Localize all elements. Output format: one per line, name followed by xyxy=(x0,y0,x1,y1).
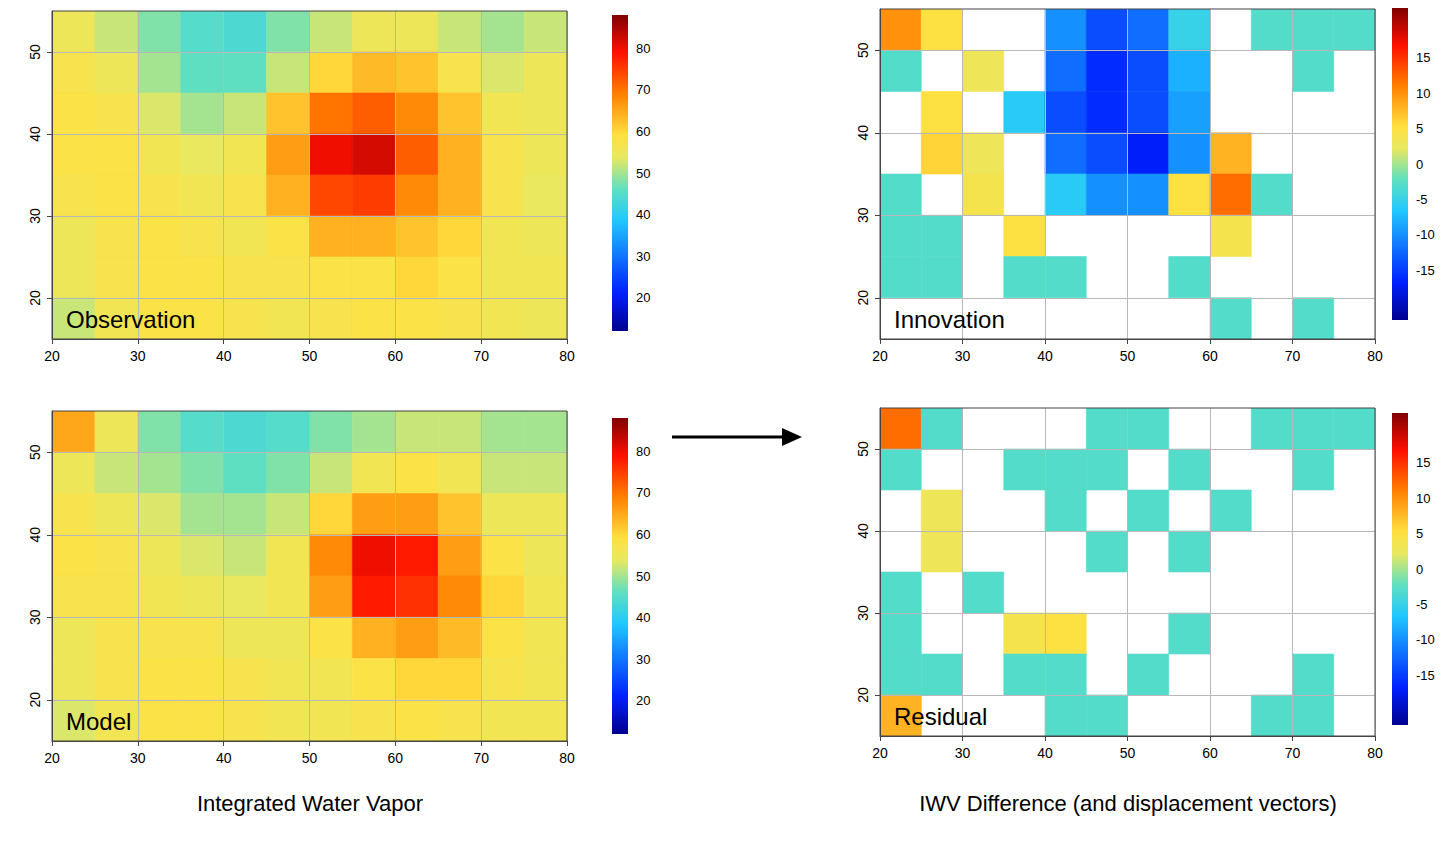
svg-text:50: 50 xyxy=(855,441,871,457)
svg-text:80: 80 xyxy=(636,41,650,56)
svg-text:80: 80 xyxy=(1367,348,1383,364)
svg-text:20: 20 xyxy=(27,290,43,306)
svg-text:40: 40 xyxy=(1037,745,1053,761)
svg-text:30: 30 xyxy=(855,605,871,621)
svg-text:60: 60 xyxy=(1202,348,1218,364)
svg-text:50: 50 xyxy=(1120,348,1136,364)
svg-text:40: 40 xyxy=(216,348,232,364)
svg-text:60: 60 xyxy=(1202,745,1218,761)
svg-text:40: 40 xyxy=(855,125,871,141)
svg-text:5: 5 xyxy=(1416,526,1423,541)
svg-text:10: 10 xyxy=(1416,491,1430,506)
svg-text:60: 60 xyxy=(636,124,650,139)
svg-text:60: 60 xyxy=(388,348,404,364)
svg-text:60: 60 xyxy=(636,527,650,542)
svg-text:50: 50 xyxy=(1120,745,1136,761)
svg-text:IWV Difference (and displaceme: IWV Difference (and displacement vectors… xyxy=(919,791,1337,816)
svg-text:70: 70 xyxy=(1285,348,1301,364)
svg-text:0: 0 xyxy=(1416,562,1423,577)
svg-text:30: 30 xyxy=(855,207,871,223)
svg-text:30: 30 xyxy=(27,208,43,224)
svg-text:50: 50 xyxy=(855,42,871,58)
svg-text:50: 50 xyxy=(302,750,318,766)
svg-text:30: 30 xyxy=(636,652,650,667)
svg-text:40: 40 xyxy=(27,126,43,142)
svg-text:15: 15 xyxy=(1416,50,1430,65)
svg-text:40: 40 xyxy=(27,527,43,543)
svg-text:Observation: Observation xyxy=(66,306,195,333)
svg-text:80: 80 xyxy=(1367,745,1383,761)
svg-text:-5: -5 xyxy=(1416,192,1428,207)
svg-text:Innovation: Innovation xyxy=(894,306,1005,333)
svg-text:20: 20 xyxy=(44,750,60,766)
svg-text:50: 50 xyxy=(302,348,318,364)
svg-text:30: 30 xyxy=(955,745,971,761)
svg-text:80: 80 xyxy=(559,348,575,364)
svg-text:20: 20 xyxy=(636,693,650,708)
svg-text:70: 70 xyxy=(473,348,489,364)
svg-text:50: 50 xyxy=(636,569,650,584)
svg-text:20: 20 xyxy=(872,745,888,761)
svg-text:70: 70 xyxy=(1285,745,1301,761)
svg-text:70: 70 xyxy=(636,82,650,97)
svg-text:15: 15 xyxy=(1416,455,1430,470)
svg-text:80: 80 xyxy=(636,444,650,459)
svg-text:30: 30 xyxy=(636,249,650,264)
svg-text:40: 40 xyxy=(636,207,650,222)
svg-text:70: 70 xyxy=(636,485,650,500)
svg-text:0: 0 xyxy=(1416,157,1423,172)
svg-text:70: 70 xyxy=(473,750,489,766)
svg-text:40: 40 xyxy=(636,610,650,625)
svg-text:Integrated Water Vapor: Integrated Water Vapor xyxy=(197,791,423,816)
svg-text:30: 30 xyxy=(130,348,146,364)
svg-text:40: 40 xyxy=(1037,348,1053,364)
svg-text:50: 50 xyxy=(636,166,650,181)
svg-text:20: 20 xyxy=(27,692,43,708)
svg-text:20: 20 xyxy=(872,348,888,364)
svg-text:30: 30 xyxy=(955,348,971,364)
svg-text:80: 80 xyxy=(559,750,575,766)
svg-text:50: 50 xyxy=(27,44,43,60)
svg-text:-15: -15 xyxy=(1416,668,1435,683)
svg-text:20: 20 xyxy=(44,348,60,364)
svg-text:20: 20 xyxy=(636,290,650,305)
svg-text:-15: -15 xyxy=(1416,263,1435,278)
svg-text:20: 20 xyxy=(855,687,871,703)
svg-text:Model: Model xyxy=(66,708,131,735)
svg-text:30: 30 xyxy=(130,750,146,766)
svg-text:-5: -5 xyxy=(1416,597,1428,612)
svg-text:40: 40 xyxy=(216,750,232,766)
svg-text:40: 40 xyxy=(855,523,871,539)
svg-text:50: 50 xyxy=(27,444,43,460)
svg-text:10: 10 xyxy=(1416,86,1430,101)
svg-text:5: 5 xyxy=(1416,121,1423,136)
svg-text:-10: -10 xyxy=(1416,632,1435,647)
svg-text:20: 20 xyxy=(855,290,871,306)
svg-text:Residual: Residual xyxy=(894,703,987,730)
svg-text:60: 60 xyxy=(388,750,404,766)
svg-text:-10: -10 xyxy=(1416,227,1435,242)
svg-text:30: 30 xyxy=(27,609,43,625)
